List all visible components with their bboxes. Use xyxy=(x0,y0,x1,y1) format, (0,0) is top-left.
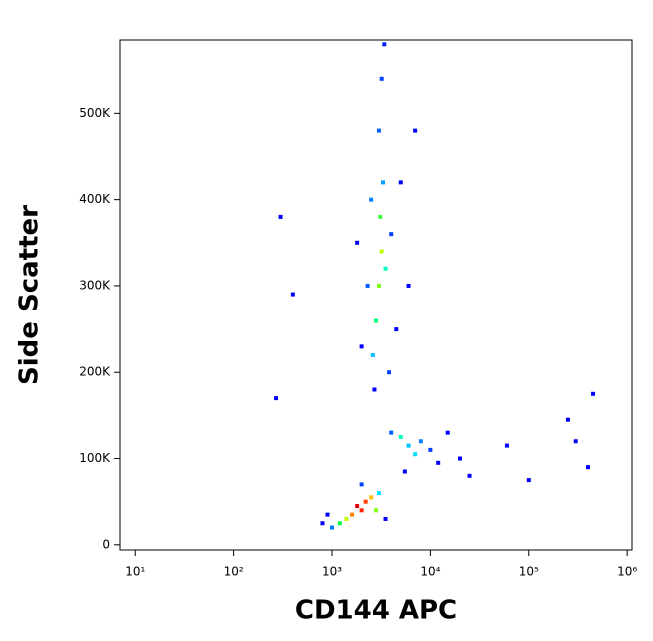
event-dot xyxy=(458,456,463,461)
event-dot xyxy=(383,516,388,521)
event-dot xyxy=(413,128,418,133)
event-dot xyxy=(428,447,433,452)
event-dot xyxy=(381,180,386,185)
event-dot xyxy=(363,499,368,504)
event-dot xyxy=(379,249,384,254)
event-dot xyxy=(374,318,378,323)
event-dot xyxy=(406,283,411,288)
event-dot xyxy=(387,370,392,375)
event-dot xyxy=(274,396,279,401)
event-dot xyxy=(376,128,381,133)
y-axis-title: Side Scatter xyxy=(15,205,45,385)
event-dot xyxy=(406,443,411,448)
event-dot xyxy=(337,521,342,526)
event-dot xyxy=(573,439,578,444)
event-dot xyxy=(359,344,364,349)
event-dot xyxy=(372,387,377,392)
event-dot xyxy=(369,495,374,500)
x-tick-label: 10² xyxy=(224,565,244,579)
event-dot xyxy=(398,434,403,439)
event-dot xyxy=(379,76,384,81)
event-dot xyxy=(376,283,381,288)
y-tick-label: 400K xyxy=(79,192,111,206)
x-tick-label: 10⁵ xyxy=(519,565,539,579)
x-tick-label: 10⁶ xyxy=(617,565,637,579)
event-dot xyxy=(467,473,472,478)
event-dot xyxy=(376,491,381,496)
event-dot xyxy=(586,465,591,470)
event-dot xyxy=(436,460,441,465)
event-dot xyxy=(504,443,509,448)
event-dot xyxy=(350,512,355,517)
event-dot xyxy=(398,180,403,185)
event-dot xyxy=(365,283,370,288)
event-dot xyxy=(355,240,360,245)
plot-frame xyxy=(119,39,633,551)
event-dot xyxy=(359,508,364,513)
event-dot xyxy=(402,469,407,474)
y-tick-label: 100K xyxy=(79,451,111,465)
event-dot xyxy=(526,478,531,483)
event-dot xyxy=(389,430,394,435)
event-dot xyxy=(378,214,383,219)
event-dot xyxy=(565,417,570,422)
x-tick-label: 10¹ xyxy=(125,565,145,579)
y-tick-label: 500K xyxy=(79,106,111,120)
y-tick-label: 300K xyxy=(79,278,111,292)
event-dot xyxy=(369,197,374,202)
event-dot xyxy=(394,327,399,332)
event-dot xyxy=(278,214,283,219)
x-axis-title: CD144 APC xyxy=(295,596,457,626)
x-tick-label: 10⁴ xyxy=(420,565,440,579)
event-dot xyxy=(383,266,388,271)
event-dot xyxy=(330,525,335,530)
event-dot xyxy=(344,516,349,521)
y-tick-label: 200K xyxy=(79,365,111,379)
x-tick-label: 10³ xyxy=(322,565,342,579)
event-dot xyxy=(355,503,360,508)
event-dot xyxy=(418,439,423,444)
event-dot xyxy=(374,508,378,513)
event-dot xyxy=(320,521,325,526)
event-dot xyxy=(382,42,387,47)
event-dot xyxy=(290,292,295,297)
event-dot xyxy=(591,391,596,396)
event-dot xyxy=(370,352,375,357)
event-dot xyxy=(445,430,450,435)
event-dot xyxy=(413,452,418,457)
y-tick-label: 0 xyxy=(102,537,110,551)
event-dot xyxy=(325,512,330,517)
event-dot xyxy=(359,482,364,487)
event-dot xyxy=(389,232,394,237)
